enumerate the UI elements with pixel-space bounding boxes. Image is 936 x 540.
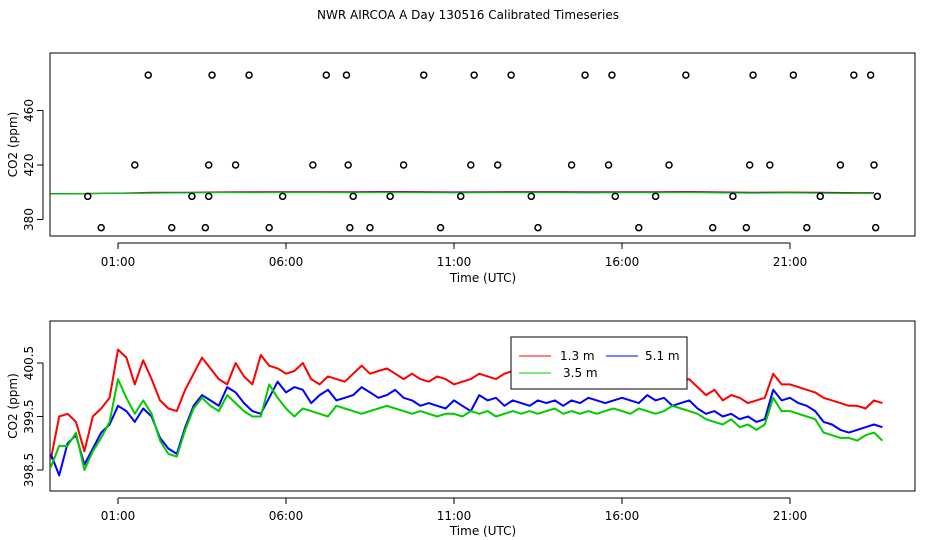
- legend-label: 3.5 m: [563, 366, 598, 380]
- p1-flag-point: [729, 192, 737, 201]
- p2-x-tick-label: 16:00: [605, 509, 640, 523]
- p1-flag-point: [836, 161, 845, 169]
- p1-flag-point: [346, 223, 354, 232]
- p2-y-axis-label: CO2 (ppm): [6, 373, 20, 439]
- p2-series-35m-line: [49, 378, 884, 471]
- p2-x-axis-label: Time (UTC): [449, 524, 516, 538]
- legend-label: 5.1 m: [645, 349, 680, 363]
- p2-x-tick-label: 21:00: [773, 509, 808, 523]
- p1-flag-point: [366, 223, 374, 232]
- p1-flag-point: [456, 192, 465, 201]
- p1-flag-point: [871, 223, 880, 232]
- p1-flag-point: [604, 161, 613, 169]
- p1-flag-point: [168, 223, 176, 232]
- p1-flag-point: [816, 192, 824, 201]
- p1-y-tick-label: 460: [22, 99, 36, 122]
- p1-flag-point: [84, 192, 92, 201]
- p1-flag-point: [866, 71, 875, 79]
- p1-x-tick-label: 06:00: [269, 255, 304, 269]
- p1-flag-point: [745, 161, 754, 169]
- p1-flag-point: [766, 161, 774, 169]
- p1-flag-point: [436, 223, 445, 232]
- p1-flag-point: [420, 71, 428, 79]
- p1-plot-frame: [49, 52, 916, 237]
- p1-flag-point: [470, 71, 478, 79]
- p1-flag-point: [651, 192, 660, 201]
- p1-flag-point: [608, 71, 616, 79]
- p1-flag-point: [803, 223, 811, 232]
- p2-plot-frame: [49, 320, 916, 492]
- p1-flag-point: [749, 71, 757, 79]
- p1-flag-point: [581, 71, 589, 79]
- p1-flag-point: [349, 192, 357, 201]
- p1-flag-point: [344, 161, 352, 169]
- p1-x-axis-label: Time (UTC): [449, 271, 516, 285]
- p1-flag-point: [682, 71, 690, 79]
- p1-flag-point: [208, 71, 216, 79]
- p1-x-tick-label: 01:00: [101, 255, 136, 269]
- chart-title: NWR AIRCOA A Day 130516 Calibrated Times…: [316, 8, 619, 22]
- p2-y-tick-label: 400.5: [22, 346, 36, 380]
- p2-x-tick-label: 11:00: [437, 509, 472, 523]
- p1-flag-point: [342, 71, 351, 79]
- p1-flag-point: [97, 223, 105, 232]
- p1-flag-point: [204, 192, 213, 201]
- p1-flag-point: [527, 192, 536, 201]
- p1-flag-point: [534, 223, 542, 232]
- p1-flag-point: [742, 223, 751, 232]
- p1-flag-point: [467, 161, 475, 169]
- p1-x-tick-label: 11:00: [437, 255, 472, 269]
- p1-flag-point: [144, 71, 152, 79]
- p1-flag-point: [231, 161, 240, 169]
- p1-y-axis-label: CO2 (ppm): [6, 112, 20, 178]
- p1-flag-point: [265, 223, 273, 232]
- p1-flag-point: [245, 71, 253, 79]
- p1-flag-point: [708, 223, 717, 232]
- p1-flag-point: [399, 161, 408, 169]
- p1-flag-point: [850, 71, 858, 79]
- p2-series-13m-line: [49, 348, 883, 460]
- p1-series-35m-line: [50, 191, 874, 195]
- p2-x-tick-label: 06:00: [269, 509, 304, 523]
- legend-label: 1.3 m: [560, 349, 595, 363]
- p1-flag-point: [493, 161, 502, 169]
- p1-flag-point: [507, 71, 515, 79]
- p1-flag-point: [322, 71, 331, 79]
- p1-y-tick-label: 420: [22, 154, 36, 177]
- p1-flag-point: [204, 161, 213, 169]
- p1-flag-point: [567, 161, 576, 169]
- p1-flag-point: [309, 161, 317, 169]
- p1-flag-point: [201, 223, 210, 232]
- p2-x-tick-label: 01:00: [101, 509, 136, 523]
- p1-flag-point: [873, 192, 882, 201]
- legend-box: [510, 336, 688, 390]
- p2-y-tick-label: 399.5: [22, 399, 36, 433]
- p1-x-tick-label: 21:00: [773, 255, 808, 269]
- p1-flag-point: [131, 161, 139, 169]
- p2-y-tick-label: 398.5: [22, 453, 36, 487]
- p1-flag-point: [188, 192, 196, 201]
- p1-flag-point: [635, 223, 643, 232]
- p1-flag-point: [665, 161, 673, 169]
- p1-flag-point: [278, 192, 287, 201]
- p1-x-tick-label: 16:00: [605, 255, 640, 269]
- p1-flag-point: [789, 71, 798, 79]
- p1-y-tick-label: 380: [22, 208, 36, 231]
- p1-flag-point: [386, 192, 394, 201]
- p1-flag-point: [870, 161, 878, 169]
- p1-flag-point: [611, 192, 620, 201]
